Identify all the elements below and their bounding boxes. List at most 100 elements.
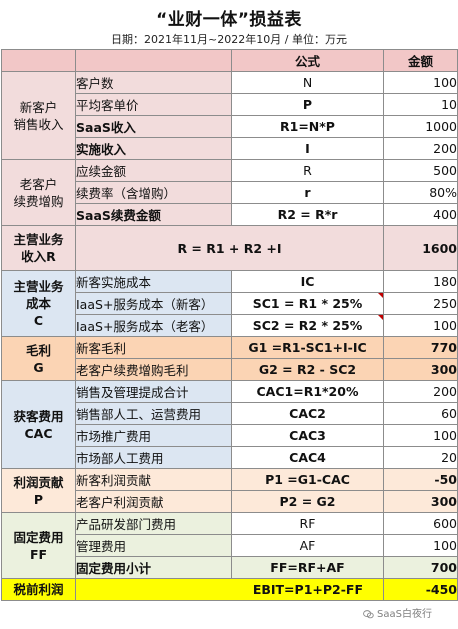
row-formula: SC1 = R1 * 25%	[231, 292, 384, 315]
row-formula: P	[231, 93, 384, 116]
row-formula: RF	[231, 512, 384, 535]
row-formula: G1 =R1-SC1+I-IC	[231, 336, 384, 359]
row-amount: 100	[383, 314, 458, 337]
table-row: 主营业务 收入R R = R1 + R2 +I 1600	[1, 225, 458, 271]
table-row: 市场部人工费用 CAC4 20	[2, 446, 458, 469]
row-amount: 400	[383, 203, 458, 226]
row-item: 新客毛利	[75, 336, 232, 359]
header-row: 公式 金额	[1, 49, 458, 72]
table-row: 管理费用 AF 100	[2, 534, 458, 557]
row-item: 老客户利润贡献	[75, 490, 232, 513]
row-item: 新客利润贡献	[75, 468, 232, 491]
table-row: 续费率（含增购） r 80%	[2, 181, 458, 204]
table-row: 利润贡献 P 新客利润贡献 P1 =G1-CAC -50	[1, 468, 458, 513]
row-amount: 500	[383, 159, 458, 182]
row-amount: 100	[383, 534, 458, 557]
table-row: 获客费用 CAC 销售及管理提成合计 CAC1=R1*20% 200	[1, 380, 458, 469]
watermark-text: SaaS白夜行	[377, 609, 432, 620]
row-item: 管理费用	[75, 534, 232, 557]
row-formula: P2 = G2	[231, 490, 384, 513]
row-formula: I	[231, 137, 384, 160]
revenue-formula: R = R1 + R2 +I	[75, 225, 384, 271]
row-formula: AF	[231, 534, 384, 557]
group-label-new-customer: 新客户 销售收入	[1, 71, 76, 160]
row-formula: CAC4	[231, 446, 384, 469]
row-item: 销售及管理提成合计	[75, 380, 232, 403]
pl-table: 公式 金额 新客户 销售收入 客户数 N 100 平均客单价 P 10 SaaS收…	[1, 49, 458, 601]
table-row: 老客户利润贡献 P2 = G2 300	[2, 490, 458, 513]
row-item: 固定费用小计	[75, 556, 232, 579]
row-formula: R2 = R*r	[231, 203, 384, 226]
row-item: SaaS收入	[75, 115, 232, 138]
group-label-ebit: 税前利润	[1, 578, 76, 601]
row-amount: 700	[383, 556, 458, 579]
row-formula: r	[231, 181, 384, 204]
header-amount: 金额	[383, 49, 458, 72]
table-row: 主营业务 成本 C 新客实施成本 IC 180	[1, 270, 458, 337]
row-item: 新客实施成本	[75, 270, 232, 293]
row-formula: N	[231, 71, 384, 94]
row-item: 产品研发部门费用	[75, 512, 232, 535]
table-row: 老客户 续费增购 应续金额 R 500	[1, 159, 458, 226]
table-row: IaaS+服务成本（老客） SC2 = R2 * 25% 100	[2, 314, 458, 337]
header-formula: 公式	[231, 49, 384, 72]
row-item: 客户数	[75, 71, 232, 94]
group-label-fixed-cost: 固定费用 FF	[1, 512, 76, 579]
table-row: SaaS收入 R1=N*P 1000	[2, 115, 458, 138]
row-amount: 300	[383, 490, 458, 513]
row-formula: SC2 = R2 * 25%	[231, 314, 384, 337]
row-item: 平均客单价	[75, 93, 232, 116]
header-blank-1	[1, 49, 76, 72]
group-label-gross-margin: 毛利 G	[1, 336, 76, 381]
row-formula: R1=N*P	[231, 115, 384, 138]
wechat-icon	[363, 609, 374, 618]
row-formula: R	[231, 159, 384, 182]
row-amount: 200	[383, 380, 458, 403]
row-amount: 200	[383, 137, 458, 160]
row-formula: IC	[231, 270, 384, 293]
row-amount: 80%	[383, 181, 458, 204]
header-blank-2	[75, 49, 232, 72]
row-item: SaaS续费金额	[75, 203, 232, 226]
row-item: IaaS+服务成本（新客）	[75, 292, 232, 315]
table-row: 税前利润 EBIT=P1+P2-FF -450	[1, 578, 458, 601]
row-item: 销售部人工、运营费用	[75, 402, 232, 425]
table-row: 固定费用 FF 产品研发部门费用 RF 600	[1, 512, 458, 579]
table-row: 销售部人工、运营费用 CAC2 60	[2, 402, 458, 425]
row-amount: 600	[383, 512, 458, 535]
ebit-amount: -450	[383, 578, 458, 601]
row-amount: 100	[383, 71, 458, 94]
row-amount: 1000	[383, 115, 458, 138]
row-amount: 20	[383, 446, 458, 469]
group-label-cost: 主营业务 成本 C	[1, 270, 76, 337]
row-amount: 10	[383, 93, 458, 116]
row-amount: 300	[383, 358, 458, 381]
group-label-cac: 获客费用 CAC	[1, 380, 76, 469]
table-row: 新客户 销售收入 客户数 N 100	[1, 71, 458, 160]
row-formula: CAC1=R1*20%	[231, 380, 384, 403]
row-item: 续费率（含增购）	[75, 181, 232, 204]
row-formula: CAC3	[231, 424, 384, 447]
page-title: “业财一体”损益表	[156, 10, 302, 30]
row-amount: 100	[383, 424, 458, 447]
revenue-amount: 1600	[383, 225, 458, 271]
row-amount: 250	[383, 292, 458, 315]
row-item: 老客户续费增购毛利	[75, 358, 232, 381]
group-label-old-customer: 老客户 续费增购	[1, 159, 76, 226]
row-formula: G2 = R2 - SC2	[231, 358, 384, 381]
row-formula: CAC2	[231, 402, 384, 425]
table-row: 毛利 G 新客毛利 G1 =R1-SC1+I-IC 770	[1, 336, 458, 381]
row-amount: -50	[383, 468, 458, 491]
ebit-formula: EBIT=P1+P2-FF	[75, 578, 384, 601]
row-item: IaaS+服务成本（老客）	[75, 314, 232, 337]
table-row: 固定费用小计 FF=RF+AF 700	[2, 556, 458, 579]
group-label-revenue: 主营业务 收入R	[1, 225, 76, 271]
page-subtitle: 日期：2021年11月~2022年10月 / 单位：万元	[111, 33, 347, 46]
row-item: 实施收入	[75, 137, 232, 160]
watermark: SaaS白夜行	[360, 604, 435, 621]
group-label-profit-contribution: 利润贡献 P	[1, 468, 76, 513]
row-amount: 180	[383, 270, 458, 293]
row-amount: 60	[383, 402, 458, 425]
row-formula: FF=RF+AF	[231, 556, 384, 579]
